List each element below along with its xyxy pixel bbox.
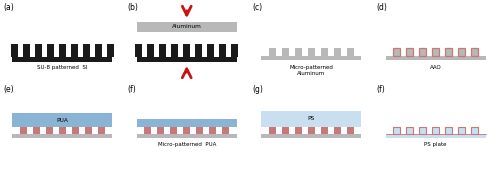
Bar — [432, 127, 439, 134]
Bar — [137, 134, 237, 138]
Text: (a): (a) — [3, 3, 14, 12]
Text: (f): (f) — [376, 85, 385, 94]
Text: PS plate: PS plate — [424, 142, 447, 147]
Bar — [458, 48, 465, 56]
Bar — [308, 127, 315, 134]
Bar — [195, 44, 202, 57]
Bar — [12, 113, 112, 127]
Bar — [135, 44, 142, 57]
Bar — [11, 44, 18, 57]
Bar — [471, 127, 478, 134]
Bar — [334, 127, 341, 134]
Bar — [445, 127, 452, 134]
Text: (c): (c) — [252, 3, 262, 12]
Bar — [147, 44, 154, 57]
Bar — [321, 127, 328, 134]
Bar — [20, 127, 27, 134]
Bar — [209, 127, 216, 134]
Bar — [72, 127, 79, 134]
Bar — [98, 127, 105, 134]
Text: (d): (d) — [376, 3, 387, 12]
Bar — [71, 44, 78, 57]
Bar — [72, 127, 79, 134]
Bar — [386, 56, 486, 60]
Bar — [85, 127, 92, 134]
Bar — [137, 22, 237, 32]
Bar — [33, 127, 40, 134]
Bar — [269, 48, 276, 56]
Bar — [196, 127, 203, 134]
Text: (e): (e) — [3, 85, 13, 94]
Bar — [231, 44, 238, 57]
Bar — [458, 127, 465, 134]
Bar — [282, 127, 289, 134]
Bar — [222, 127, 229, 134]
Bar — [107, 44, 114, 57]
Text: PUA: PUA — [56, 117, 68, 123]
Bar — [157, 127, 164, 134]
Bar — [23, 44, 30, 57]
Bar — [35, 44, 42, 57]
Bar — [59, 44, 66, 57]
Bar — [321, 48, 328, 56]
Bar — [432, 48, 439, 56]
Text: (b): (b) — [127, 3, 138, 12]
Bar — [406, 127, 413, 134]
Bar — [12, 134, 112, 138]
Bar — [445, 48, 452, 56]
Bar — [295, 48, 302, 56]
Bar — [207, 44, 214, 57]
Bar — [46, 127, 53, 134]
Text: Micro-patterned
Aluminum: Micro-patterned Aluminum — [289, 65, 333, 76]
Bar — [137, 119, 237, 127]
Bar — [419, 48, 426, 56]
Bar — [59, 127, 66, 134]
Bar — [347, 127, 354, 134]
Bar — [334, 48, 341, 56]
Bar — [33, 127, 40, 134]
Bar — [269, 127, 276, 134]
Bar — [83, 44, 90, 57]
Bar — [386, 134, 486, 138]
Bar — [393, 127, 400, 134]
Text: (g): (g) — [252, 85, 263, 94]
Bar — [183, 127, 190, 134]
Bar — [308, 48, 315, 56]
Text: (f): (f) — [127, 85, 136, 94]
Text: Aluminum: Aluminum — [172, 24, 202, 30]
Bar — [261, 134, 361, 138]
Bar — [170, 127, 177, 134]
Bar — [347, 48, 354, 56]
Bar — [261, 111, 361, 127]
Bar — [261, 56, 361, 60]
Bar — [12, 57, 112, 62]
Bar — [159, 44, 166, 57]
Text: Micro-patterned  PUA: Micro-patterned PUA — [157, 142, 216, 147]
Bar — [183, 44, 190, 57]
Bar — [46, 127, 53, 134]
Bar — [20, 127, 27, 134]
Bar — [171, 44, 178, 57]
Text: SU-8 patterned  SI: SU-8 patterned SI — [37, 65, 88, 70]
Bar — [85, 127, 92, 134]
Bar — [98, 127, 105, 134]
Bar — [59, 127, 66, 134]
Bar — [282, 48, 289, 56]
Bar — [406, 48, 413, 56]
Text: AAO: AAO — [430, 65, 442, 70]
Bar — [295, 127, 302, 134]
Bar — [47, 44, 54, 57]
Bar — [137, 57, 237, 62]
Bar — [471, 48, 478, 56]
Bar — [144, 127, 151, 134]
Text: PS: PS — [308, 116, 315, 122]
Bar — [419, 127, 426, 134]
Bar — [219, 44, 226, 57]
Bar — [95, 44, 102, 57]
Bar — [393, 48, 400, 56]
